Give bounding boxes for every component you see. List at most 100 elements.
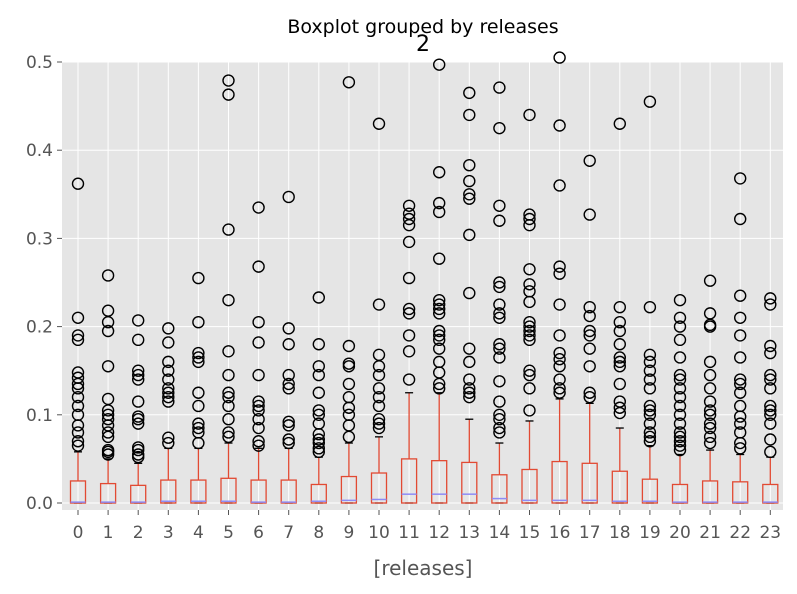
flier-point bbox=[162, 436, 175, 450]
box-series bbox=[69, 392, 779, 504]
flier-point bbox=[282, 338, 295, 351]
flier-point bbox=[252, 336, 265, 349]
flier-point bbox=[673, 430, 687, 444]
flier-point bbox=[613, 338, 626, 351]
flier-point bbox=[643, 300, 657, 314]
box-body bbox=[130, 484, 147, 504]
flier-point bbox=[553, 360, 566, 373]
box-22 bbox=[732, 453, 749, 504]
flier-point bbox=[252, 260, 265, 273]
flier-point bbox=[493, 307, 506, 320]
flier-point bbox=[252, 368, 265, 382]
flier-point bbox=[71, 329, 85, 342]
flier-point bbox=[463, 228, 476, 242]
flier-point bbox=[402, 207, 416, 220]
flier-point bbox=[192, 351, 205, 364]
flier-point bbox=[162, 431, 175, 444]
x-tick-label: 12 bbox=[428, 523, 450, 543]
flier-point bbox=[643, 399, 657, 413]
flier-point bbox=[583, 300, 596, 314]
box-13 bbox=[461, 418, 478, 504]
flier-point bbox=[192, 417, 205, 430]
flier-point bbox=[643, 382, 657, 395]
flier-point bbox=[764, 339, 777, 353]
flier-point bbox=[402, 271, 416, 285]
flier-point bbox=[222, 390, 235, 404]
x-tick-label: 5 bbox=[223, 523, 234, 543]
y-tick-label: 0.5 bbox=[26, 53, 53, 73]
flier-point bbox=[402, 329, 416, 342]
box-body bbox=[732, 481, 749, 504]
chart-title: 2 bbox=[416, 32, 430, 57]
x-tick-label: 11 bbox=[398, 523, 420, 543]
flier-point bbox=[673, 373, 687, 386]
flier-point bbox=[764, 382, 777, 395]
x-axis: 0 1 2 3 4 5 6 7 8 9 10 11 12 13 14 15 16 17 18 19 20 21 22 23 bbox=[73, 510, 781, 543]
flier-point bbox=[523, 108, 536, 122]
flier-point bbox=[131, 364, 145, 377]
flier-point bbox=[734, 311, 747, 324]
box-body bbox=[521, 468, 538, 504]
flier-point bbox=[463, 174, 476, 188]
x-tick-label: 22 bbox=[729, 523, 751, 543]
flier-point bbox=[71, 371, 85, 384]
box-5 bbox=[220, 442, 237, 504]
flier-point bbox=[372, 368, 386, 382]
flier-point bbox=[463, 286, 476, 300]
flier-point bbox=[673, 399, 687, 413]
box-21 bbox=[701, 449, 719, 504]
flier-point bbox=[192, 271, 205, 285]
box-body bbox=[551, 460, 568, 504]
flier-point bbox=[493, 276, 506, 289]
flier-point bbox=[101, 413, 115, 426]
flier-point bbox=[131, 441, 145, 454]
flier-point bbox=[493, 81, 506, 94]
x-tick-label: 19 bbox=[639, 523, 661, 543]
flier-point bbox=[282, 419, 295, 432]
flier-point bbox=[673, 435, 687, 448]
box-23 bbox=[762, 456, 779, 504]
flier-point bbox=[312, 442, 325, 455]
flier-point bbox=[222, 345, 235, 358]
flier-point bbox=[764, 417, 777, 430]
flier-point bbox=[613, 300, 626, 314]
flier-point bbox=[643, 417, 657, 430]
flier-points bbox=[71, 51, 777, 464]
flier-point bbox=[703, 430, 717, 444]
flier-point bbox=[222, 88, 235, 101]
flier-point bbox=[493, 408, 506, 421]
box-body bbox=[431, 460, 448, 504]
flier-point bbox=[613, 360, 626, 373]
flier-point bbox=[71, 177, 85, 190]
box-body bbox=[491, 474, 508, 504]
flier-point bbox=[162, 364, 175, 377]
flier-point bbox=[162, 386, 175, 399]
flier-point bbox=[734, 417, 747, 430]
flier-point bbox=[192, 399, 205, 413]
flier-point bbox=[101, 426, 115, 439]
box-body bbox=[99, 482, 117, 504]
flier-point bbox=[463, 188, 476, 201]
flier-point bbox=[643, 408, 657, 421]
flier-point bbox=[131, 448, 145, 461]
flier-point bbox=[523, 404, 536, 417]
flier-point bbox=[463, 355, 476, 369]
x-tick-label: 0 bbox=[73, 523, 84, 543]
flier-point bbox=[402, 307, 416, 320]
flier-point bbox=[222, 413, 235, 426]
flier-point bbox=[583, 390, 596, 404]
x-tick-label: 10 bbox=[368, 523, 390, 543]
flier-point bbox=[493, 338, 506, 351]
flier-point bbox=[764, 292, 777, 305]
flier-point bbox=[342, 408, 356, 421]
x-tick-label: 23 bbox=[759, 523, 781, 543]
flier-point bbox=[523, 329, 536, 342]
x-tick-label: 16 bbox=[549, 523, 571, 543]
flier-point bbox=[312, 445, 325, 459]
flier-point bbox=[734, 426, 747, 439]
flier-point bbox=[131, 410, 145, 423]
flier-point bbox=[372, 417, 386, 430]
flier-point bbox=[643, 348, 657, 362]
flier-point bbox=[222, 223, 235, 236]
flier-point bbox=[71, 435, 85, 448]
